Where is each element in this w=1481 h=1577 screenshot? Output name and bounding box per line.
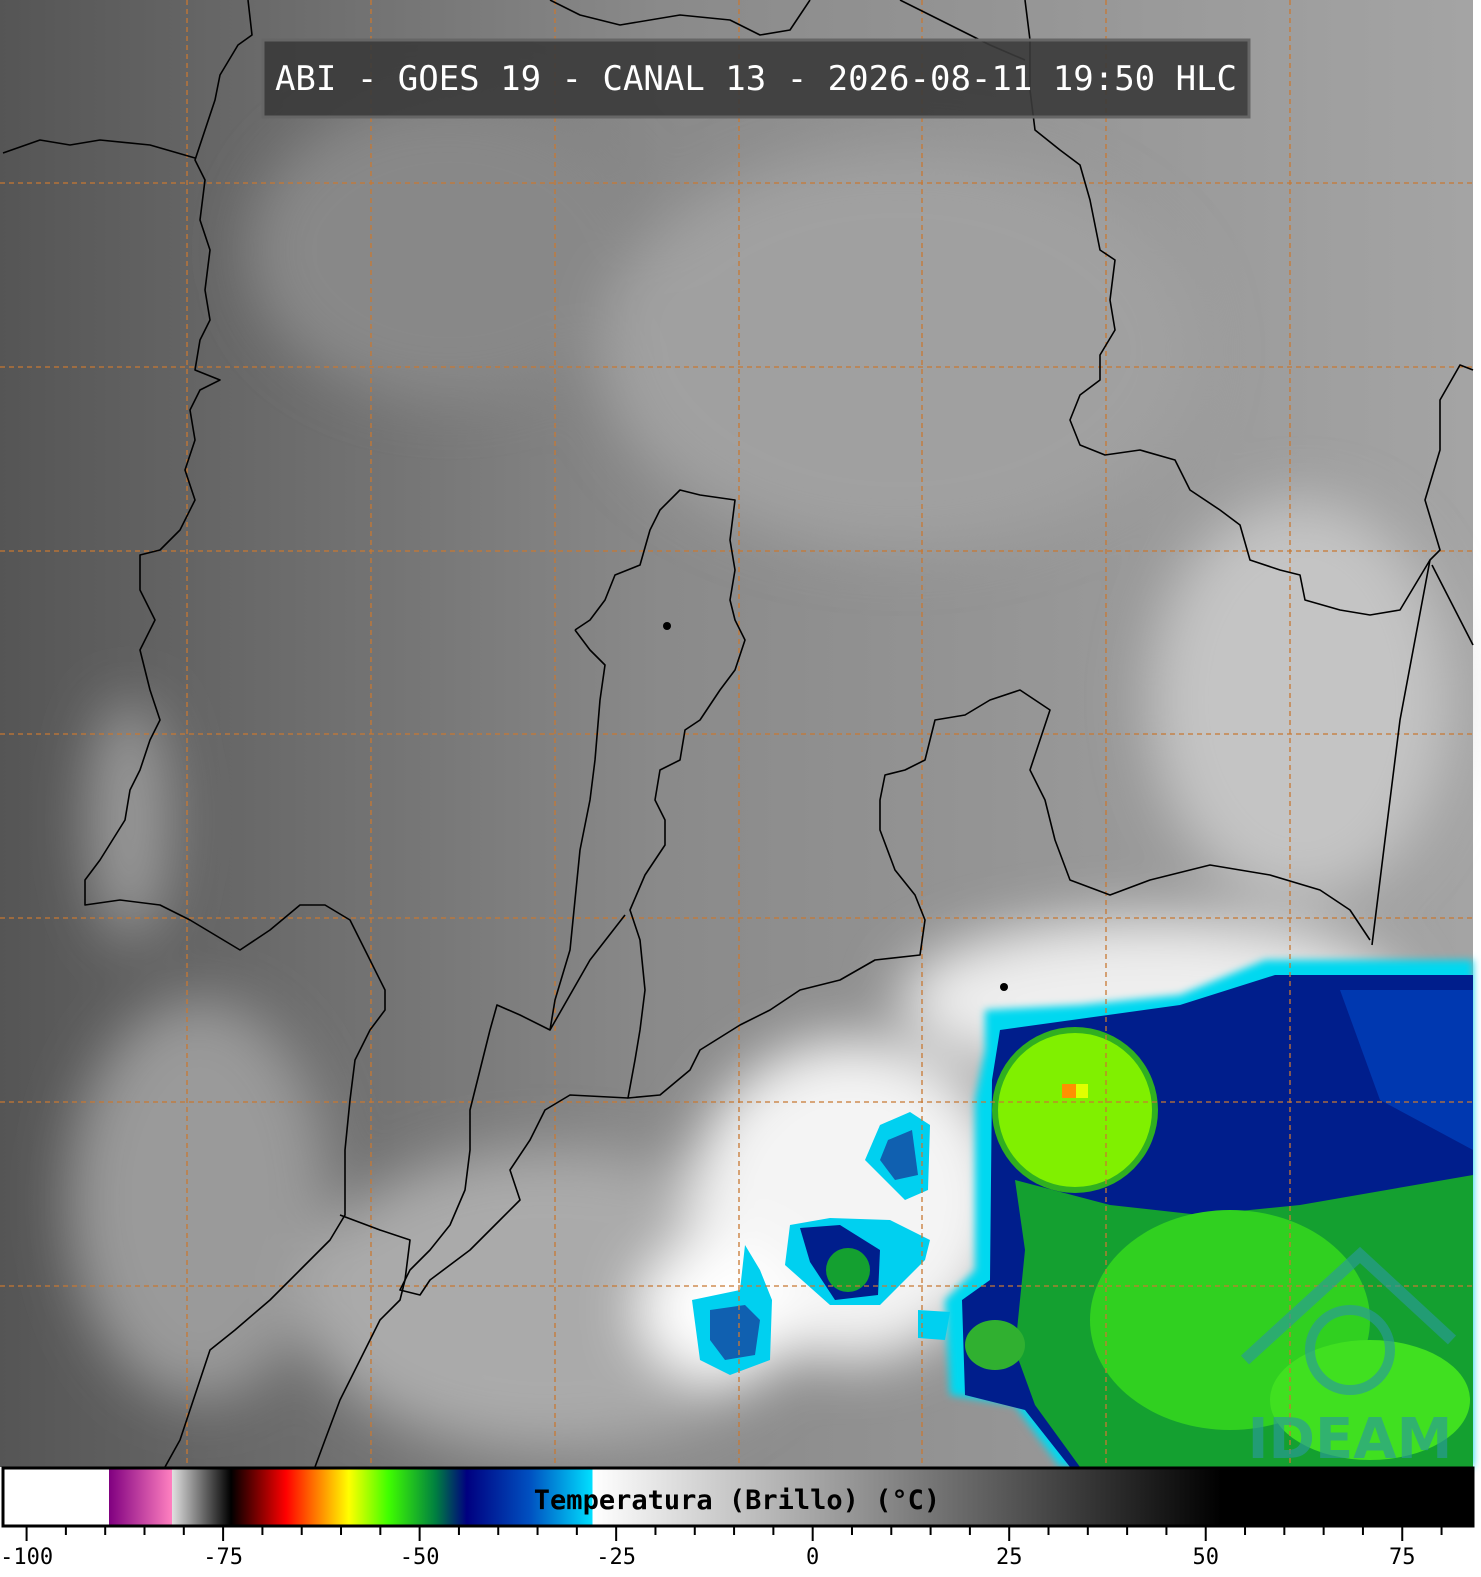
tick-label: -50: [400, 1545, 440, 1570]
title: ABI - GOES 19 - CANAL 13 - 2026-08-11 19…: [275, 59, 1237, 99]
tick-label: -25: [596, 1545, 636, 1570]
watermark-text: IDEAM: [1248, 1407, 1453, 1472]
tick-label: -100: [0, 1545, 53, 1570]
colorbar: Temperatura (Brillo) (°C) -100 -75 -50 -25 0…: [0, 1466, 1475, 1570]
title-box: [261, 38, 1251, 119]
tick-label: 50: [1192, 1545, 1219, 1570]
grid: [0, 0, 1473, 1467]
colorbar-gradient: [1, 1466, 1475, 1528]
city-marker: [1000, 983, 1008, 991]
colorbar-label: Temperatura (Brillo) (°C): [534, 1485, 940, 1516]
tick-label: 75: [1389, 1545, 1416, 1570]
tick-label: 0: [806, 1545, 819, 1570]
watermark: IDEAM: [1240, 1246, 1457, 1472]
tick-label: 25: [996, 1545, 1023, 1570]
imagery: [0, 0, 1473, 1467]
tick-label: -75: [203, 1545, 243, 1570]
city-marker: [663, 622, 671, 630]
